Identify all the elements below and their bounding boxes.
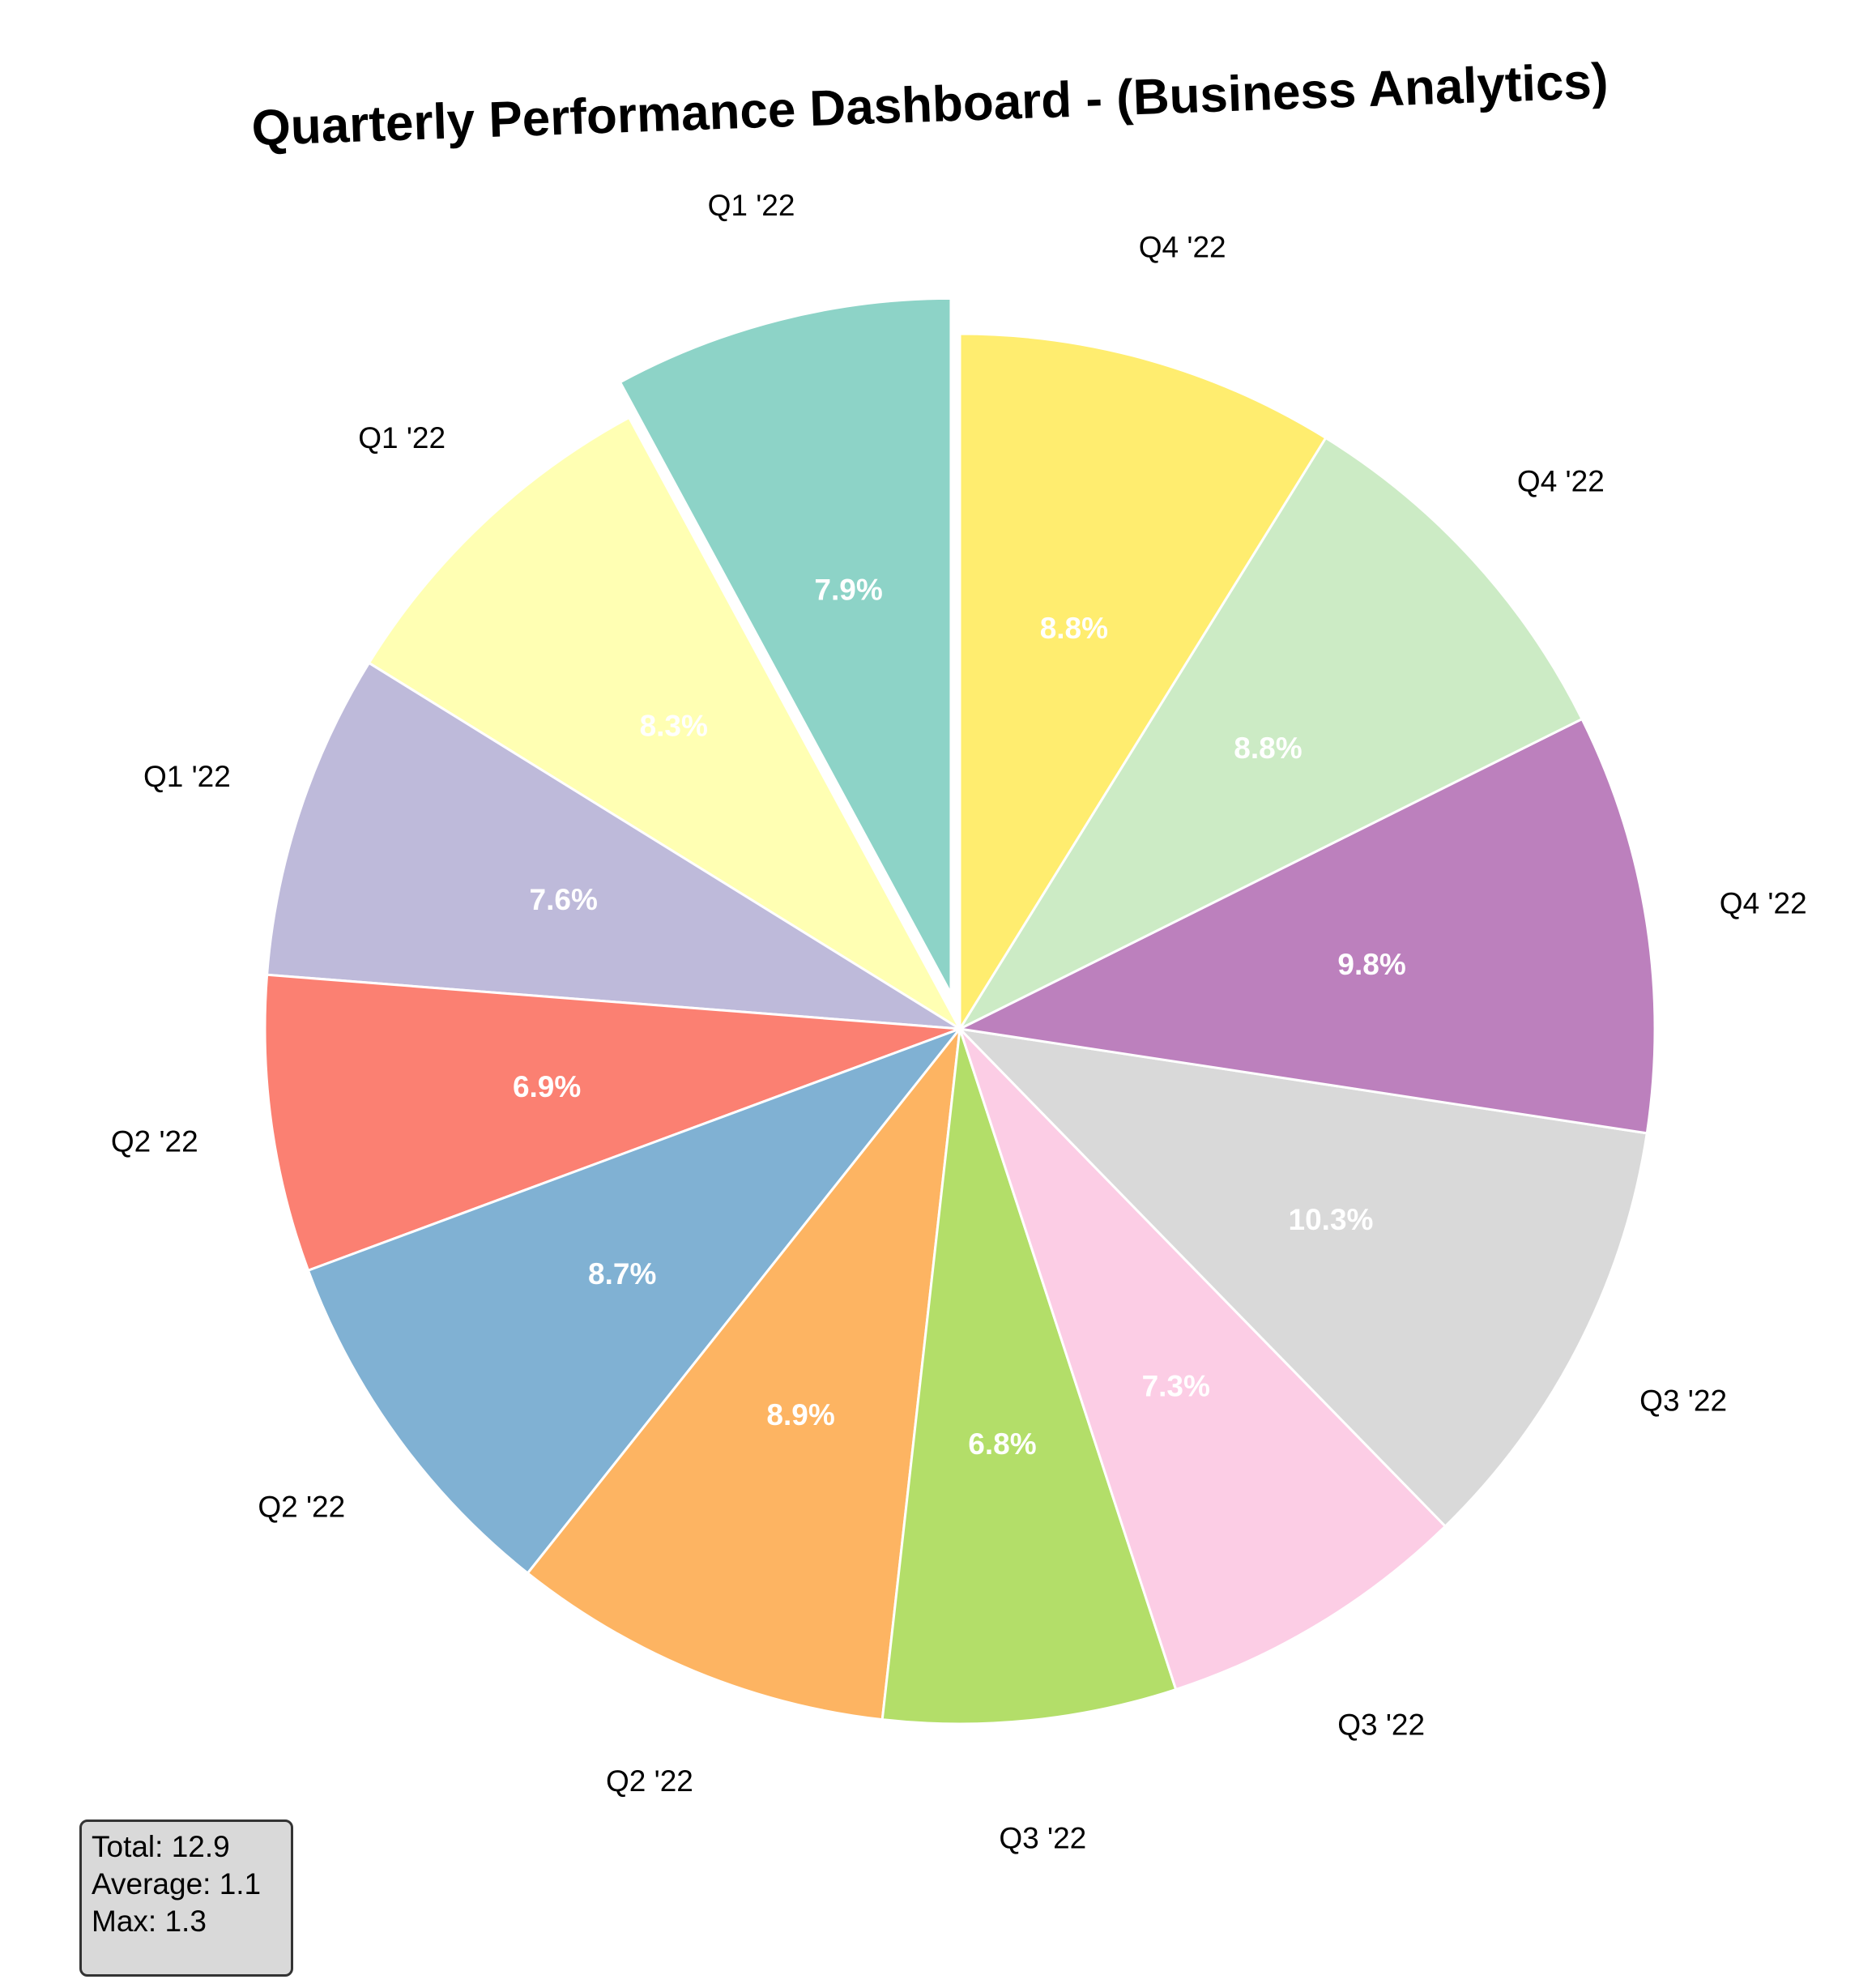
pie-slice xyxy=(956,1026,1648,1529)
pie-slice xyxy=(958,332,1328,1034)
stats-average: Average: 1.1 xyxy=(92,1867,262,1901)
slice-percent-label: 6.8% xyxy=(968,1427,1036,1461)
slice-label: Q4 '22 xyxy=(1517,465,1605,498)
pie-slice xyxy=(956,436,1584,1032)
slice-label: Q3 '22 xyxy=(999,1822,1086,1855)
slice-label: Q4 '22 xyxy=(1720,886,1807,919)
slice-labels: Q1 '22 Q1 '22 Q1 '22 Q2 '22 Q2 '22 Q2 '22 Q3 '… xyxy=(111,189,1807,1854)
pie-slice xyxy=(526,1024,962,1721)
slice-label: Q1 '22 xyxy=(358,421,446,454)
slice-label: Q2 '22 xyxy=(258,1490,345,1523)
stats-total: Total: 12.9 xyxy=(92,1830,230,1863)
slice-label: Q3 '22 xyxy=(1337,1709,1425,1742)
slice-label: Q3 '22 xyxy=(1639,1384,1727,1417)
stats-max: Max: 1.3 xyxy=(92,1905,207,1938)
slice-percent-label: 9.8% xyxy=(1337,948,1405,981)
slice-percent-label: 8.3% xyxy=(640,710,708,743)
pie-slice xyxy=(306,1026,964,1576)
pie-slice xyxy=(367,416,964,1033)
slice-label: Q1 '22 xyxy=(143,760,231,793)
slice-percent-label: 10.3% xyxy=(1289,1203,1374,1236)
pie-slices xyxy=(263,296,1656,1726)
slice-percent-label: 6.9% xyxy=(513,1070,581,1103)
slice-label: Q2 '22 xyxy=(606,1764,693,1798)
slice-label: Q2 '22 xyxy=(111,1125,198,1158)
pie-slice xyxy=(618,296,953,995)
slice-percent-label: 8.8% xyxy=(1040,612,1108,645)
pie-slice xyxy=(958,1027,1448,1692)
slice-label: Q4 '22 xyxy=(1139,230,1226,263)
slice-label: Q1 '22 xyxy=(708,189,795,222)
pie-slice xyxy=(263,973,961,1273)
stats-box: Total: 12.9 Average: 1.1 Max: 1.3 xyxy=(79,1819,293,1977)
slice-percent-label: 8.7% xyxy=(588,1257,656,1290)
slice-percent-label: 8.8% xyxy=(1234,732,1302,765)
slice-percent-label: 7.3% xyxy=(1142,1369,1210,1402)
pie-slice xyxy=(956,717,1656,1135)
pie-slice xyxy=(265,661,961,1030)
chart-title: Quarterly Performance Dashboard - (Busin… xyxy=(250,53,1609,156)
slice-percent-label: 8.9% xyxy=(766,1398,834,1431)
percent-labels: 7.9% 8.3% 7.6% 6.9% 8.7% 8.9% 6.8% 7.3% 10.3% 9.8… xyxy=(513,573,1406,1461)
slice-percent-label: 7.9% xyxy=(814,573,882,606)
slice-percent-label: 7.6% xyxy=(530,883,598,916)
pie-slice xyxy=(880,1028,1178,1726)
